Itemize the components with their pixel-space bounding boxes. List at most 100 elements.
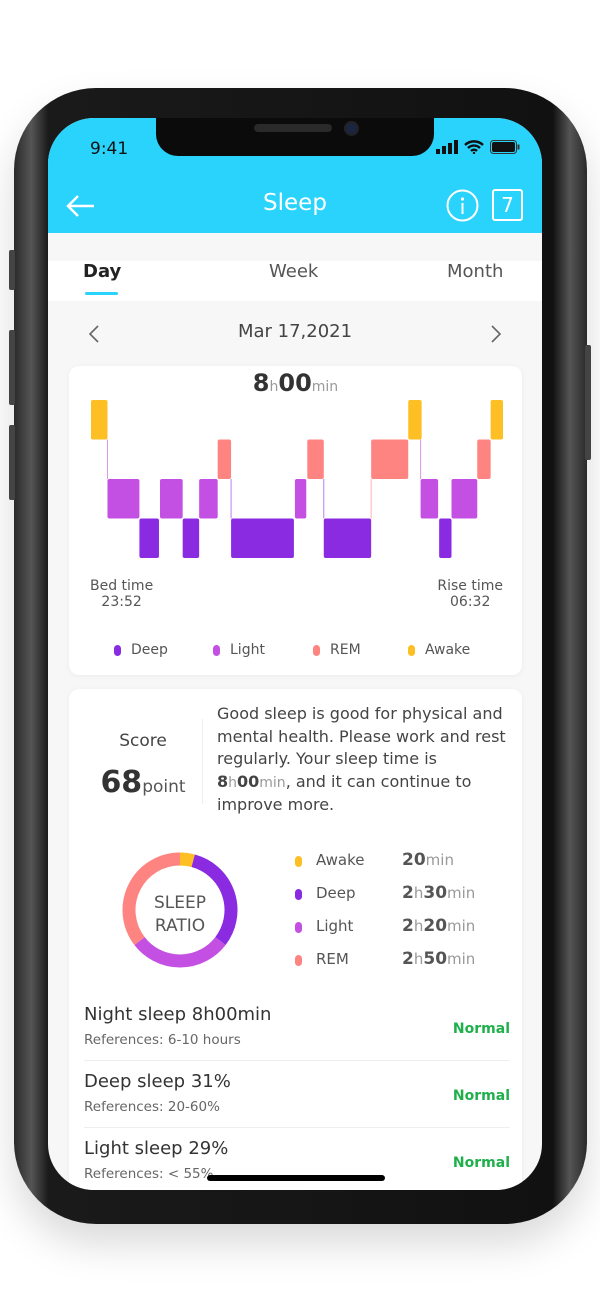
score-value: 68point bbox=[69, 765, 217, 800]
date-navigator: Mar 17,2021 bbox=[48, 321, 542, 343]
donut-slice-deep bbox=[191, 854, 238, 945]
tab-week[interactable]: Week bbox=[269, 261, 319, 282]
segment-rem bbox=[371, 439, 409, 479]
total-minutes: 00 bbox=[278, 369, 312, 397]
wifi-icon bbox=[464, 140, 484, 154]
rise-time-label: Rise time bbox=[437, 578, 503, 594]
transition-line bbox=[370, 479, 372, 519]
notch bbox=[156, 118, 434, 156]
deep-dot bbox=[295, 889, 302, 900]
calendar-day: 7 bbox=[501, 193, 514, 217]
segment-light bbox=[107, 479, 140, 519]
minutes-unit: min bbox=[311, 379, 339, 395]
transition-line bbox=[230, 479, 232, 519]
segment-rem bbox=[477, 439, 491, 479]
ratio-duration: 2h20min bbox=[402, 916, 476, 936]
metric-status: Normal bbox=[452, 1088, 510, 1104]
awake-dot bbox=[295, 856, 302, 867]
awake-dot bbox=[408, 644, 415, 656]
segment-deep bbox=[182, 518, 200, 558]
message-minutes: 00 bbox=[237, 771, 260, 791]
signal-icon bbox=[436, 140, 458, 154]
legend-deep: Deep bbox=[114, 642, 168, 658]
status-time: 9:41 bbox=[90, 139, 129, 159]
segment-awake bbox=[91, 400, 108, 440]
volume-down-button bbox=[9, 425, 15, 500]
metric-status: Normal bbox=[452, 1021, 510, 1037]
legend-label: Deep bbox=[131, 642, 168, 658]
hours-unit: h bbox=[269, 379, 279, 395]
sleep-ratio-donut bbox=[122, 852, 238, 968]
segment-deep bbox=[323, 518, 372, 558]
segment-rem bbox=[217, 439, 232, 479]
period-tabs: Day Week Month bbox=[48, 261, 542, 301]
light-dot bbox=[213, 644, 220, 656]
bed-time: Bed time 23:52 bbox=[90, 578, 153, 610]
metric-status: Normal bbox=[452, 1155, 510, 1171]
score-card: Score 68point Good sleep is good for phy… bbox=[69, 689, 522, 1190]
legend-label: REM bbox=[330, 642, 361, 658]
segment-deep bbox=[231, 518, 294, 558]
donut-slice-rem bbox=[122, 852, 181, 945]
ratio-name: Deep bbox=[316, 884, 356, 902]
divider bbox=[202, 719, 203, 804]
message-hours: 8 bbox=[217, 771, 229, 791]
duration-minutes: 30 bbox=[423, 883, 448, 903]
hypnogram-card: 8h00min Bed time 23:52 Rise time 06:32 bbox=[69, 366, 522, 675]
legend-light: Light bbox=[213, 642, 265, 658]
metric-title: Deep sleep 31% bbox=[84, 1071, 231, 1092]
message-text-end: , and it can continue to improve more. bbox=[217, 771, 472, 815]
metric-row: Night sleep 8h00min References: 6-10 hour… bbox=[84, 994, 510, 1061]
ratio-item-light: Light 2h20min bbox=[295, 916, 515, 941]
metric-title: Night sleep 8h00min bbox=[84, 1004, 272, 1025]
score-unit: point bbox=[142, 777, 186, 797]
tab-month[interactable]: Month bbox=[447, 261, 504, 282]
score-message: Good sleep is good for physical and ment… bbox=[217, 703, 515, 817]
chevron-left-icon[interactable] bbox=[88, 325, 100, 343]
ratio-item-awake: Awake 20min bbox=[295, 850, 515, 875]
donut-label-line2: RATIO bbox=[154, 916, 206, 936]
duration-hours: 2 bbox=[402, 883, 414, 903]
home-indicator[interactable] bbox=[207, 1175, 385, 1181]
screen: 9:41 Sleep 7 Day Week Month Mar 17,2021 … bbox=[48, 118, 542, 1190]
tab-day[interactable]: Day bbox=[83, 261, 122, 282]
segment-deep bbox=[139, 518, 159, 558]
power-button bbox=[585, 345, 591, 460]
message-text: Good sleep is good for physical and ment… bbox=[217, 704, 506, 768]
rise-time-value: 06:32 bbox=[450, 594, 491, 610]
metric-row: Deep sleep 31% References: 20-60% Normal bbox=[84, 1061, 510, 1128]
ratio-name: REM bbox=[316, 950, 349, 968]
rem-dot bbox=[295, 955, 302, 966]
battery-icon bbox=[490, 140, 520, 154]
volume-up-button bbox=[9, 330, 15, 405]
duration-minutes: 20 bbox=[402, 850, 426, 870]
duration-minutes: 20 bbox=[423, 916, 448, 936]
legend-rem: REM bbox=[313, 642, 361, 658]
ratio-name: Light bbox=[316, 917, 354, 935]
info-icon[interactable] bbox=[446, 189, 479, 222]
arrow-left-icon[interactable] bbox=[66, 194, 96, 218]
duration-hours: 2 bbox=[402, 916, 414, 936]
total-sleep: 8h00min bbox=[69, 369, 522, 397]
legend-label: Light bbox=[230, 642, 265, 658]
segment-rem bbox=[307, 439, 324, 479]
segment-light bbox=[294, 479, 307, 519]
hypnogram-chart bbox=[91, 400, 503, 558]
legend-label: Awake bbox=[425, 642, 471, 658]
duration-hours: 2 bbox=[402, 949, 414, 969]
chevron-right-icon[interactable] bbox=[490, 325, 502, 343]
donut-slice-light bbox=[134, 936, 226, 968]
calendar-icon[interactable]: 7 bbox=[492, 189, 523, 221]
score-number: 68 bbox=[100, 765, 143, 800]
score-label: Score bbox=[119, 731, 167, 751]
metric-title: Light sleep 29% bbox=[84, 1138, 229, 1159]
bed-time-value: 23:52 bbox=[101, 594, 142, 610]
rise-time: Rise time 06:32 bbox=[437, 578, 503, 610]
total-hours: 8 bbox=[252, 369, 270, 397]
status-icons bbox=[436, 140, 520, 154]
ratio-name: Awake bbox=[316, 851, 365, 869]
segment-light bbox=[199, 479, 218, 519]
speaker bbox=[254, 124, 332, 132]
legend-awake: Awake bbox=[408, 642, 470, 658]
rem-dot bbox=[313, 644, 320, 656]
